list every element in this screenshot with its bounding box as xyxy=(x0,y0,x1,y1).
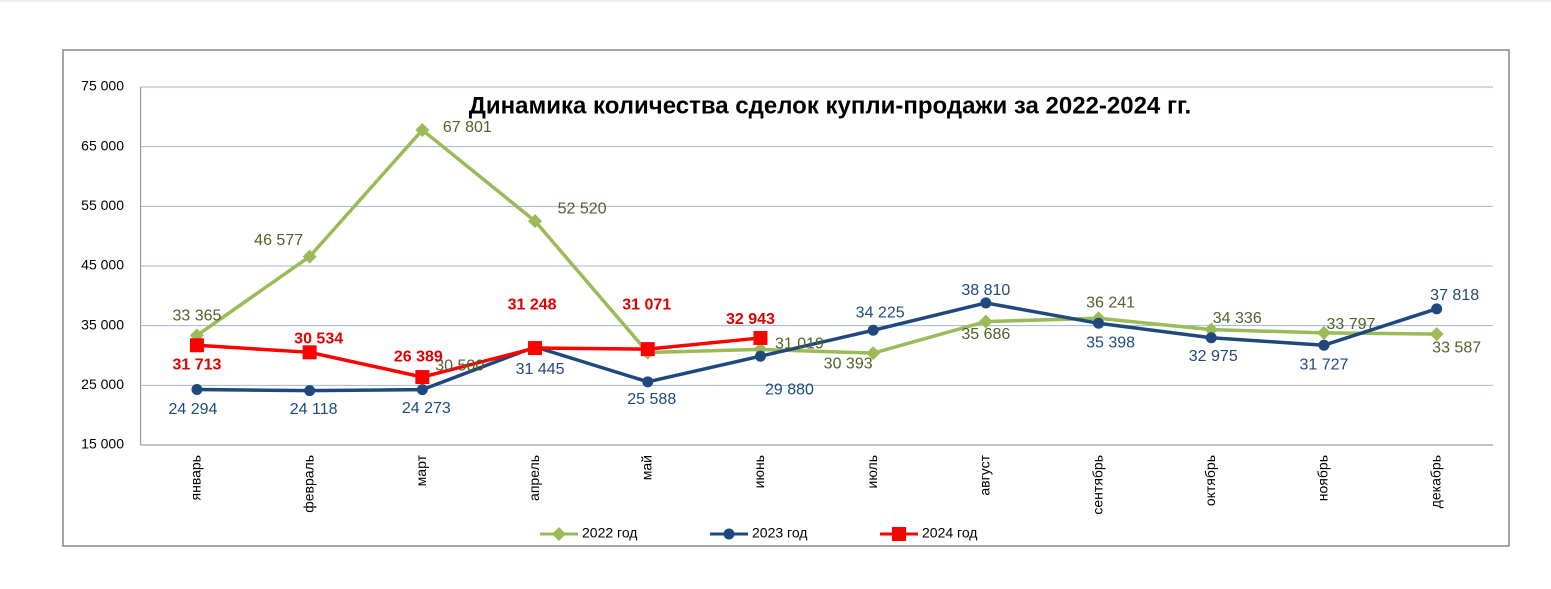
data-label: 46 577 xyxy=(254,232,303,249)
x-tick-label: сентябрь xyxy=(1089,455,1105,515)
data-label: 30 393 xyxy=(824,355,873,372)
data-label: 52 520 xyxy=(558,200,607,217)
legend-label: 2023 год xyxy=(752,525,807,541)
data-label: 30 500 xyxy=(435,358,484,375)
data-label: 24 118 xyxy=(290,401,338,418)
data-label: 33 797 xyxy=(1326,316,1375,333)
x-tick-label: апрель xyxy=(526,455,542,501)
x-tick-label: июль xyxy=(864,455,880,488)
y-tick-label: 45 000 xyxy=(81,257,124,273)
x-tick-label: январь xyxy=(188,455,204,500)
data-label: 31 019 xyxy=(775,336,824,353)
data-label: 26 389 xyxy=(394,348,443,365)
data-label: 33 587 xyxy=(1432,339,1481,356)
data-label: 35 686 xyxy=(961,326,1010,343)
data-point xyxy=(1431,303,1443,315)
x-tick-label: декабрь xyxy=(1427,455,1443,508)
y-tick-label: 65 000 xyxy=(81,137,124,153)
legend-label: 2024 год xyxy=(922,525,977,541)
data-label: 31 445 xyxy=(516,361,565,378)
data-point xyxy=(416,384,428,396)
data-label: 33 365 xyxy=(172,308,221,325)
data-label: 34 336 xyxy=(1213,310,1262,327)
data-point xyxy=(302,345,317,360)
data-point xyxy=(642,376,654,388)
data-point xyxy=(528,341,543,356)
data-label: 30 534 xyxy=(294,331,343,348)
data-label: 32 975 xyxy=(1189,348,1238,365)
x-tick-label: май xyxy=(638,455,654,480)
y-tick-label: 55 000 xyxy=(81,197,124,213)
x-tick-label: август xyxy=(977,454,993,495)
y-tick-label: 15 000 xyxy=(81,436,124,452)
data-label: 67 801 xyxy=(443,119,492,136)
data-point xyxy=(1204,322,1219,337)
legend-marker xyxy=(892,527,906,541)
data-label: 25 588 xyxy=(627,391,676,408)
data-label: 34 225 xyxy=(856,305,905,322)
data-label: 31 248 xyxy=(508,296,557,313)
data-point xyxy=(528,214,543,229)
data-point xyxy=(189,338,204,353)
x-tick-label: март xyxy=(413,454,429,486)
data-point xyxy=(415,122,430,137)
data-point xyxy=(191,384,203,396)
data-point xyxy=(640,342,655,357)
legend-label: 2022 год xyxy=(582,525,637,541)
y-tick-label: 25 000 xyxy=(81,376,124,392)
series-line xyxy=(196,301,1438,393)
chart-title: Динамика количества сделок купли-продажи… xyxy=(469,92,1191,119)
data-point xyxy=(1205,332,1217,344)
data-point xyxy=(1093,317,1105,329)
x-tick-label: октябрь xyxy=(1202,455,1218,506)
series-line xyxy=(196,336,761,379)
data-point xyxy=(1318,339,1330,351)
chart-frame xyxy=(62,49,1510,547)
data-point xyxy=(866,346,881,361)
data-label: 32 943 xyxy=(726,311,775,328)
y-tick-label: 75 000 xyxy=(81,78,124,94)
data-label: 36 241 xyxy=(1086,294,1135,311)
data-point xyxy=(753,330,768,345)
data-label: 31 071 xyxy=(622,296,671,313)
x-tick-label: ноябрь xyxy=(1315,455,1331,501)
data-label: 31 713 xyxy=(172,356,221,373)
x-tick-label: февраль xyxy=(300,455,316,513)
data-label: 24 294 xyxy=(168,401,217,418)
data-label: 29 880 xyxy=(765,381,814,398)
legend-marker xyxy=(723,528,735,540)
y-tick-label: 35 000 xyxy=(81,316,124,332)
data-label: 31 727 xyxy=(1299,356,1348,373)
data-point xyxy=(415,370,430,385)
data-point xyxy=(867,324,879,336)
data-point xyxy=(1429,327,1444,342)
data-point xyxy=(978,314,993,329)
data-point xyxy=(980,297,992,309)
data-label: 38 810 xyxy=(961,282,1010,299)
x-tick-label: июнь xyxy=(751,455,767,488)
data-point xyxy=(1316,325,1331,340)
data-label: 35 398 xyxy=(1086,335,1135,352)
series-line xyxy=(195,128,1437,355)
data-point xyxy=(302,249,317,264)
legend-marker xyxy=(552,527,566,541)
data-label: 37 818 xyxy=(1430,287,1479,304)
data-label: 24 273 xyxy=(402,400,451,417)
data-point xyxy=(754,350,766,362)
data-point xyxy=(304,385,316,397)
